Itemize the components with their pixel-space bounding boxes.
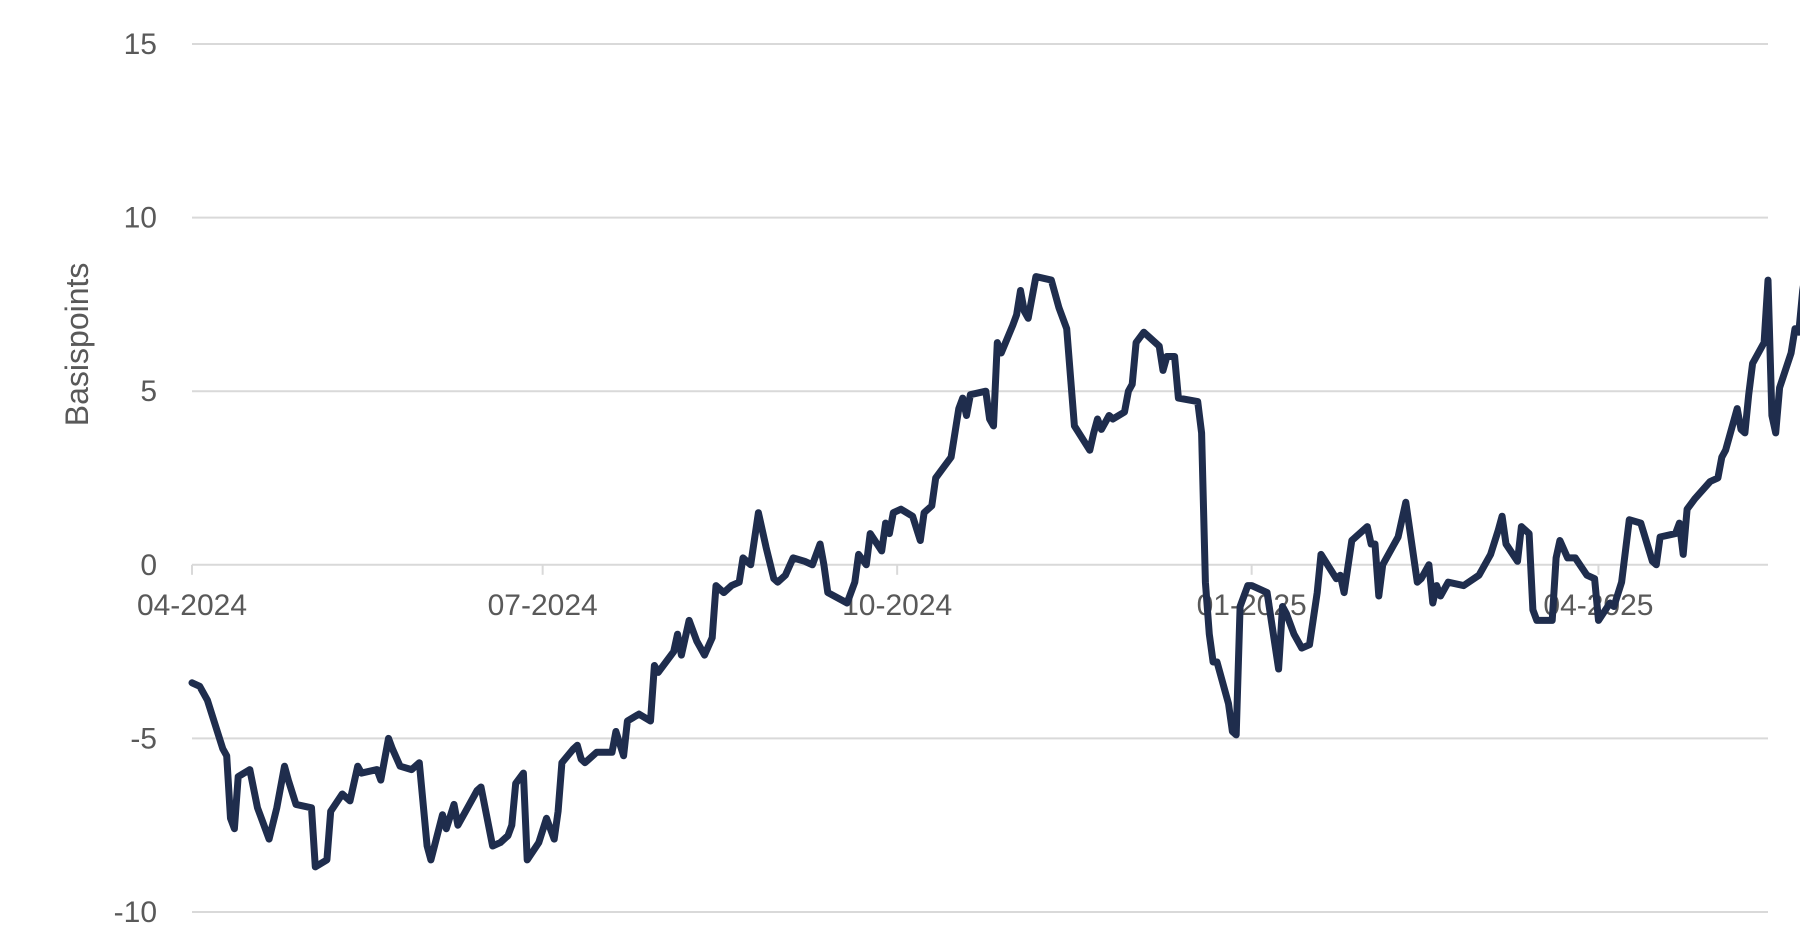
y-axis-title: Basispoints <box>59 263 95 427</box>
y-tick-label: -5 <box>130 722 157 755</box>
y-axis-tick-labels: -10 -5 0 5 10 15 <box>114 28 157 929</box>
series-layer <box>188 273 1800 871</box>
y-tick-label: 5 <box>140 375 157 408</box>
y-tick-label: 15 <box>124 28 157 61</box>
y-tick-label: -10 <box>114 896 157 929</box>
y-tick-label: 0 <box>140 549 157 582</box>
gridlines <box>192 43 1768 913</box>
x-axis: 04-2024 07-2024 10-2024 01-2025 04-2025 <box>137 563 1768 622</box>
x-tick-label: 04-2024 <box>137 589 247 622</box>
x-tick-label: 10-2024 <box>842 589 952 622</box>
y-tick-label: 10 <box>124 202 157 235</box>
series-line <box>188 273 1800 871</box>
x-tick-label: 07-2024 <box>488 589 598 622</box>
